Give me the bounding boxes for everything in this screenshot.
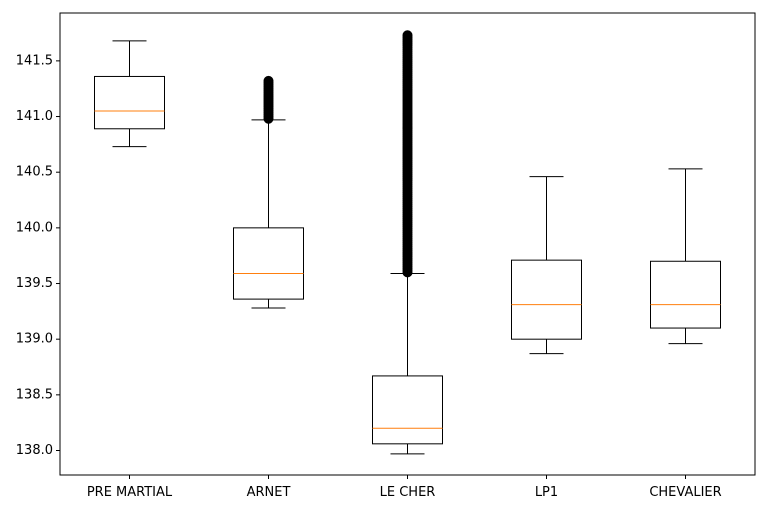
outlier-point [263,75,274,86]
box-group [233,75,304,309]
boxes-layer [94,30,721,455]
y-tick-label: 138.0 [16,443,53,458]
iqr-box [650,260,721,329]
iqr-box [233,227,304,300]
x-tick-label: LE CHER [380,485,436,500]
y-tick-label: 138.5 [16,387,53,402]
y-tick-label: 139.0 [16,332,53,347]
y-tick-label: 139.5 [16,276,53,291]
iqr-box [511,259,582,340]
y-tick-label: 141.0 [16,109,53,124]
outlier-points [402,30,413,278]
iqr-box [94,75,165,130]
y-tick-label: 140.0 [16,220,53,235]
axes-layer: 138.0 138.5 139.0 139.5 140.0 140.5 141.0 141.5… [16,53,722,500]
outlier-points [263,75,274,124]
y-tick-label: 140.5 [16,165,53,180]
box-group [372,30,443,455]
x-tick-label: PRE MARTIAL [87,485,173,500]
box-group [94,40,165,148]
x-tick-label: LP1 [535,485,558,500]
iqr-box [372,375,443,445]
y-tick-label: 141.5 [16,53,53,68]
x-tick-label: CHEVALIER [649,485,721,500]
box-group [511,176,582,355]
x-tick-label: ARNET [247,485,291,500]
box-group [650,168,721,345]
outlier-point [402,30,413,41]
